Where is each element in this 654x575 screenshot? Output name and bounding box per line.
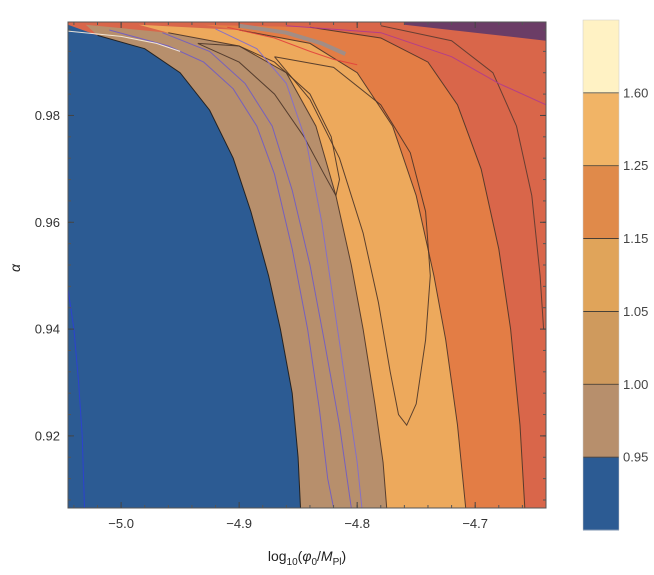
- light-orange-region: [138, 24, 466, 508]
- contour-gray-band: [238, 23, 347, 56]
- contour-regions: [68, 22, 546, 508]
- contour-purple-3: [215, 28, 363, 508]
- legend-label: 1.25: [623, 158, 648, 173]
- legend-label: 1.60: [623, 85, 648, 100]
- x-tick-label: −5.0: [108, 516, 134, 531]
- red-orange-region: [203, 24, 546, 508]
- y-tick-label: 0.92: [35, 428, 60, 443]
- y-tick-label: 0.98: [35, 108, 60, 123]
- legend-label: 1.05: [623, 304, 648, 319]
- legend-swatch: [583, 457, 619, 531]
- legend-swatch: [583, 384, 619, 458]
- contour-outer-1: [309, 26, 526, 508]
- legend-swatch: [583, 238, 619, 312]
- colorbar-legend: 0.95 1.00 1.05 1.15 1.25 1.60: [582, 19, 648, 531]
- legend-label: 1.00: [623, 377, 648, 392]
- x-axis-ticks: −5.0 −4.9 −4.8 −4.7: [73, 22, 547, 531]
- x-label-slash: /: [317, 548, 321, 564]
- legend-label: 1.15: [623, 231, 648, 246]
- x-tick-label: −4.9: [226, 516, 252, 531]
- plot-area: [68, 22, 546, 508]
- legend-frame: [582, 19, 620, 531]
- contour-outer-2: [380, 25, 545, 330]
- x-label-m: M: [321, 548, 333, 564]
- x-label-m-sub: Pl: [333, 557, 342, 568]
- contour-orange-edge: [239, 29, 467, 508]
- legend-label: 0.95: [623, 450, 648, 465]
- contour-lines: [68, 23, 546, 508]
- y-tick-label: 0.94: [35, 322, 60, 337]
- x-label-phi: φ: [302, 548, 311, 564]
- y-tick-label: 0.96: [35, 215, 60, 230]
- x-label-close: ): [341, 548, 346, 564]
- x-tick-label: −4.7: [462, 516, 488, 531]
- contour-blue-edge: [97, 34, 301, 508]
- x-axis-label: log10(φ0/MPl): [268, 548, 346, 568]
- contour-purple-1: [109, 29, 335, 508]
- blue-region: [68, 24, 301, 508]
- contour-purple-2: [162, 32, 352, 508]
- x-label-phi-sub: 0: [311, 557, 317, 568]
- y-axis-label: α: [7, 263, 23, 272]
- contour-loop-large: [274, 56, 431, 427]
- x-label-log: log: [268, 548, 287, 564]
- legend-swatch: [583, 311, 619, 385]
- x-tick-label: −4.8: [344, 516, 370, 531]
- dark-purple-band: [404, 22, 546, 41]
- x-label-base: 10: [287, 557, 299, 568]
- tan-region: [85, 24, 387, 508]
- contour-blue-left: [68, 288, 85, 508]
- contour-loop-small: [197, 42, 341, 197]
- contour-tan-edge: [168, 32, 388, 508]
- legend-swatch: [583, 20, 619, 94]
- y-axis-ticks: 0.92 0.94 0.96 0.98: [35, 29, 546, 501]
- legend-swatch: [583, 165, 619, 240]
- legend-swatch: [583, 92, 619, 167]
- contour-magenta-top: [286, 25, 546, 106]
- contour-red-jagged: [227, 26, 358, 66]
- x-label-open: (: [298, 548, 303, 564]
- contour-white-top: [68, 30, 181, 52]
- orange-region: [203, 24, 525, 508]
